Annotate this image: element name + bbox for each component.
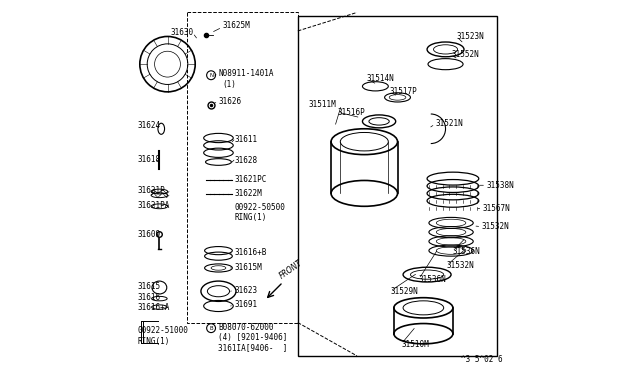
Text: 31615M: 31615M bbox=[234, 263, 262, 272]
Text: 31538N: 31538N bbox=[486, 181, 514, 190]
Text: 31516P: 31516P bbox=[337, 108, 365, 117]
Text: 31609: 31609 bbox=[137, 230, 161, 239]
Text: 31621PA: 31621PA bbox=[137, 201, 170, 210]
Text: 31529N: 31529N bbox=[390, 287, 418, 296]
Text: 31510M: 31510M bbox=[401, 340, 429, 349]
Text: 31536N: 31536N bbox=[419, 275, 447, 283]
Text: 31622M: 31622M bbox=[234, 189, 262, 198]
Text: 31616+B: 31616+B bbox=[234, 248, 267, 257]
Text: 31616+A: 31616+A bbox=[137, 303, 170, 312]
Text: 3161IA[9406-  ]: 3161IA[9406- ] bbox=[218, 343, 288, 352]
Text: 31616: 31616 bbox=[137, 293, 161, 302]
Text: 00922-51000: 00922-51000 bbox=[137, 326, 188, 335]
Text: N08911-1401A: N08911-1401A bbox=[218, 69, 274, 78]
Text: 31621PC: 31621PC bbox=[234, 175, 267, 184]
Text: 31552N: 31552N bbox=[451, 51, 479, 60]
Text: 31523N: 31523N bbox=[456, 32, 484, 41]
Text: 31615: 31615 bbox=[137, 282, 161, 291]
Text: 31532N: 31532N bbox=[447, 261, 474, 270]
Text: (1): (1) bbox=[222, 80, 236, 89]
Text: B08070-62000: B08070-62000 bbox=[218, 323, 274, 331]
Text: 31624: 31624 bbox=[137, 121, 161, 129]
Text: 31511M: 31511M bbox=[308, 100, 336, 109]
Text: 31630: 31630 bbox=[170, 28, 193, 37]
Text: B: B bbox=[209, 326, 213, 331]
Text: 31514N: 31514N bbox=[367, 74, 395, 83]
Text: 31626: 31626 bbox=[218, 97, 241, 106]
Text: FRONT: FRONT bbox=[278, 258, 304, 280]
Text: 31521N: 31521N bbox=[435, 119, 463, 128]
Text: 31625M: 31625M bbox=[222, 21, 250, 30]
Text: 31567N: 31567N bbox=[483, 204, 510, 214]
Text: 31621P: 31621P bbox=[137, 186, 165, 195]
Text: 31628: 31628 bbox=[234, 155, 257, 165]
Text: RING(1): RING(1) bbox=[137, 337, 170, 346]
Text: 31517P: 31517P bbox=[389, 87, 417, 96]
FancyBboxPatch shape bbox=[298, 16, 497, 356]
Text: N: N bbox=[209, 73, 213, 78]
Text: 31691: 31691 bbox=[234, 300, 257, 310]
Text: ^3 5^02 6: ^3 5^02 6 bbox=[461, 355, 503, 364]
Text: RING(1): RING(1) bbox=[234, 213, 267, 222]
Text: (4) [9201-9406]: (4) [9201-9406] bbox=[218, 333, 288, 342]
Text: 31536N: 31536N bbox=[452, 247, 480, 256]
Text: 31532N: 31532N bbox=[481, 222, 509, 231]
Text: 31618: 31618 bbox=[137, 155, 161, 164]
Text: 31623: 31623 bbox=[234, 286, 257, 295]
Text: 31611: 31611 bbox=[234, 135, 257, 144]
Text: 00922-50500: 00922-50500 bbox=[234, 203, 285, 212]
